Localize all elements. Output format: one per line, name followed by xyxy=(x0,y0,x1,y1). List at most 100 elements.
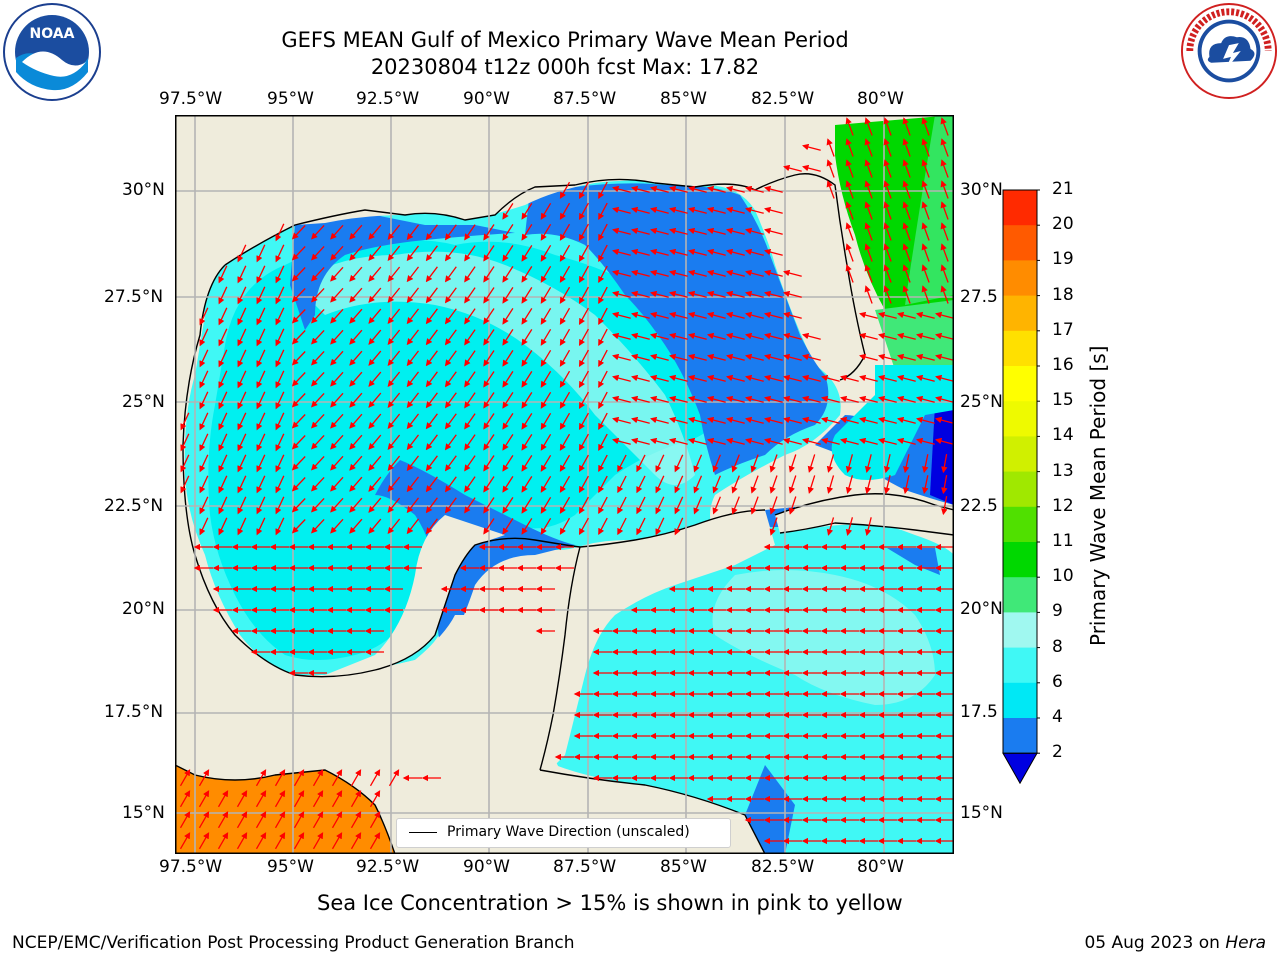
wave-direction-arrow xyxy=(444,308,457,325)
nws-logo xyxy=(1180,2,1278,100)
wave-direction-arrow xyxy=(237,286,247,305)
wave-direction-arrow xyxy=(311,455,325,471)
wave-direction-arrow xyxy=(578,391,589,410)
wave-direction-arrow xyxy=(256,433,266,452)
colorbar-tick-label: 19 xyxy=(1052,249,1074,270)
wave-direction-arrow xyxy=(726,353,745,361)
colorbar-segment xyxy=(1003,612,1037,649)
wave-direction-arrow xyxy=(199,433,209,452)
wave-direction-arrow xyxy=(444,392,457,409)
wave-direction-arrow xyxy=(650,248,669,256)
wave-direction-arrow xyxy=(617,517,627,536)
wave-direction-arrow xyxy=(293,811,305,829)
wave-direction-arrow xyxy=(406,497,420,514)
wave-direction-arrow xyxy=(707,290,726,298)
wave-direction-arrow xyxy=(387,476,401,493)
wave-direction-arrow xyxy=(802,374,821,382)
wave-direction-arrows xyxy=(179,117,954,850)
mexico-land xyxy=(175,115,505,677)
wave-direction-arrow xyxy=(707,206,726,214)
wave-direction-arrow xyxy=(655,496,665,515)
wave-direction-arrow xyxy=(688,374,707,382)
wave-direction-arrow xyxy=(291,435,306,450)
wave-direction-arrow xyxy=(311,434,325,450)
wave-direction-arrow xyxy=(521,476,533,493)
wave-direction-arrow xyxy=(199,328,209,347)
wave-direction-arrow xyxy=(274,832,286,850)
wave-direction-arrow xyxy=(406,371,420,388)
colorbar-segment xyxy=(1003,260,1037,297)
wave-direction-arrow xyxy=(636,454,646,473)
wave-direction-arrow xyxy=(256,349,266,368)
wave-direction-arrow xyxy=(650,332,669,340)
wave-direction-arrow xyxy=(199,391,209,410)
wave-direction-arrow xyxy=(275,286,285,305)
wave-direction-arrow xyxy=(350,769,362,787)
colorbar-segment xyxy=(1003,718,1037,754)
wave-direction-arrow xyxy=(502,329,514,346)
wave-direction-arrow xyxy=(769,454,778,473)
lon-label-bottom-82-5: 82.5°W xyxy=(751,857,815,877)
wave-direction-arrow xyxy=(368,413,382,429)
wave-direction-arrow xyxy=(864,285,873,304)
wave-direction-arrow xyxy=(669,332,688,340)
wave-direction-arrow xyxy=(256,328,266,347)
colorbar-segment xyxy=(1003,506,1037,543)
wave-direction-arrow xyxy=(726,185,745,193)
wave-direction-arrow xyxy=(826,138,835,157)
wave-direction-arrow xyxy=(521,308,533,325)
wave-direction-arrow xyxy=(902,264,911,283)
wave-direction-arrow xyxy=(598,223,608,242)
wave-direction-arrow xyxy=(631,311,650,319)
wave-direction-arrow xyxy=(840,437,859,445)
coastline xyxy=(224,173,866,381)
wave-direction-arrow xyxy=(693,496,703,515)
wave-direction-arrow xyxy=(369,832,381,850)
wave-direction-arrow xyxy=(598,454,608,473)
colorbar-tick-label: 15 xyxy=(1052,390,1074,411)
wave-direction-arrow xyxy=(444,371,457,388)
wave-direction-arrow xyxy=(368,245,382,261)
wave-direction-arrow xyxy=(291,288,306,303)
wave-direction-arrow xyxy=(406,224,420,241)
wave-direction-arrow xyxy=(199,517,209,536)
wave-direction-arrow xyxy=(578,349,589,368)
wave-direction-arrow xyxy=(387,287,401,304)
wave-direction-arrow xyxy=(750,454,759,473)
wave-direction-arrow xyxy=(631,332,650,340)
wave-direction-arrow xyxy=(845,517,854,536)
wave-direction-arrow xyxy=(349,308,363,324)
wave-direction-arrow xyxy=(669,290,688,298)
lon-label-bottom-95: 95°W xyxy=(267,857,314,877)
wave-direction-arrow xyxy=(669,311,688,319)
wave-direction-arrow xyxy=(483,455,495,472)
wave-direction-arrow xyxy=(483,413,495,430)
wave-direction-arrow xyxy=(368,455,382,471)
lon-label-bottom-97-5: 97.5°W xyxy=(159,857,223,877)
wave-direction-arrow xyxy=(707,248,726,256)
wave-direction-arrow xyxy=(726,248,745,256)
lon-label-top-85: 85°W xyxy=(660,89,707,109)
wave-direction-arrow xyxy=(707,437,726,445)
wave-direction-arrow xyxy=(540,391,552,409)
wave-direction-arrow xyxy=(559,286,571,304)
lon-label-top-92-5: 92.5°W xyxy=(356,89,420,109)
wave-direction-arrow xyxy=(636,475,646,494)
wave-direction-arrow xyxy=(864,454,872,473)
wave-direction-arrow xyxy=(502,203,514,220)
wave-direction-arrow xyxy=(406,518,420,535)
wave-direction-arrow xyxy=(291,372,306,387)
wave-direction-arrow xyxy=(502,224,514,241)
colorbar-tick-label: 13 xyxy=(1052,460,1074,481)
wave-direction-arrow xyxy=(921,138,930,157)
wave-direction-arrow xyxy=(707,311,726,319)
lon-label-top-87-5: 87.5°W xyxy=(553,89,617,109)
wave-direction-arrow xyxy=(940,159,949,178)
wave-direction-arrow xyxy=(921,180,930,199)
wave-direction-arrow xyxy=(883,201,892,220)
wave-direction-arrow xyxy=(444,266,457,283)
wave-direction-arrow xyxy=(311,476,325,492)
wave-direction-arrow xyxy=(674,454,684,473)
footer-date: 05 Aug 2023 on Hera xyxy=(1084,933,1266,953)
wave-direction-arrow xyxy=(864,264,873,283)
